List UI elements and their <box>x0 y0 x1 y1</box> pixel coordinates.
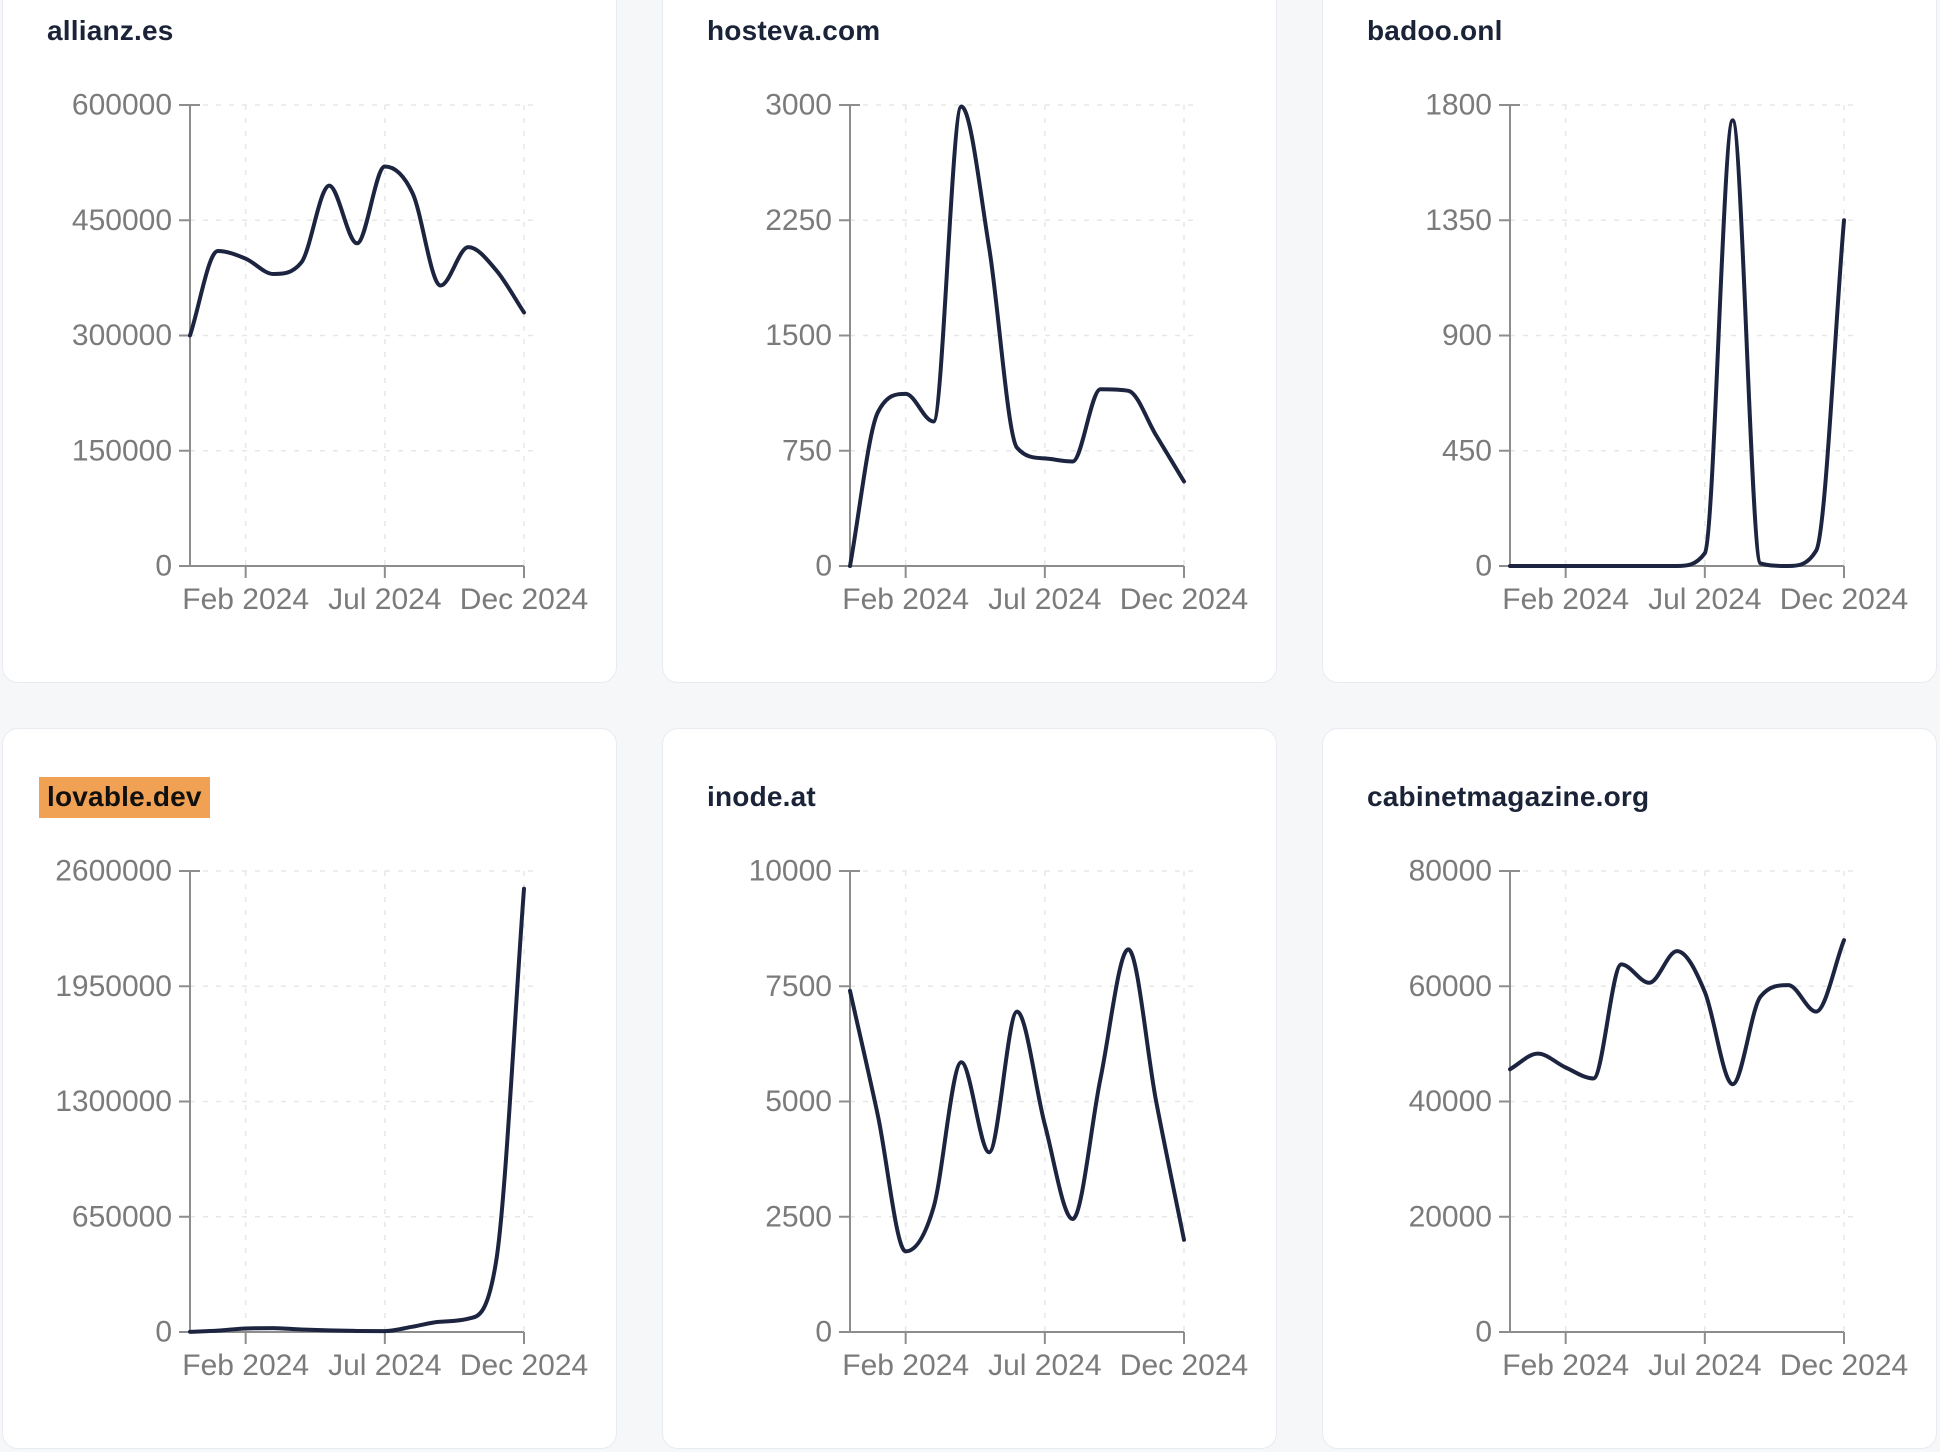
chart-title: allianz.es <box>47 15 174 47</box>
y-tick-label: 3000 <box>765 89 832 122</box>
trend-line <box>188 164 526 338</box>
y-tick-label: 1950000 <box>55 970 172 1003</box>
x-tick-label: Dec 2024 <box>1120 1349 1248 1382</box>
trend-line <box>848 104 1186 568</box>
y-tick-label: 0 <box>155 550 172 583</box>
x-tick-label: Jul 2024 <box>1648 1349 1761 1382</box>
gridlines <box>1510 104 1854 566</box>
y-tick-label: 0 <box>155 1316 172 1349</box>
chart-domain-label: inode.at <box>707 781 816 812</box>
chart-domain-label: allianz.es <box>47 15 174 46</box>
y-tick-label: 750 <box>782 434 832 467</box>
x-tick-label: Jul 2024 <box>988 1349 1101 1382</box>
y-tick-label: 80000 <box>1409 855 1492 888</box>
axes <box>839 104 1185 578</box>
y-tick-label: 600000 <box>72 89 172 122</box>
chart-card[interactable]: lovable.dev 0 650000 1300000 1950000 2600000… <box>2 728 617 1449</box>
line-chart: 0 150000 300000 450000 600000 Feb 2024 Jul 202… <box>72 89 588 617</box>
trend-line <box>1508 938 1846 1087</box>
chart-domain-label-highlighted: lovable.dev <box>39 777 210 818</box>
axes <box>839 870 1185 1344</box>
axes <box>1499 870 1845 1344</box>
chart-title: lovable.dev <box>39 777 210 818</box>
y-tick-label: 0 <box>1475 1316 1492 1349</box>
y-tick-label: 450 <box>1442 434 1492 467</box>
chart-title: badoo.onl <box>1367 15 1503 47</box>
x-tick-label: Jul 2024 <box>328 583 441 616</box>
y-tick-label: 5000 <box>765 1085 832 1118</box>
x-tick-label: Feb 2024 <box>1502 1349 1629 1382</box>
y-tick-label: 1300000 <box>55 1085 172 1118</box>
y-tick-label: 60000 <box>1409 970 1492 1003</box>
y-tick-label: 1800 <box>1425 89 1492 122</box>
y-tick-label: 2500 <box>765 1200 832 1233</box>
x-tick-label: Jul 2024 <box>988 583 1101 616</box>
y-tick-label: 900 <box>1442 319 1492 352</box>
line-chart: 0 20000 40000 60000 80000 Feb 2024 Jul 2024 Dec… <box>1409 855 1909 1383</box>
y-tick-label: 0 <box>815 550 832 583</box>
y-tick-label: 20000 <box>1409 1200 1492 1233</box>
chart-card[interactable]: badoo.onl 0 450 900 1350 1800 Feb 2024 Jul 202… <box>1322 0 1937 683</box>
axes <box>179 104 525 578</box>
line-chart: 0 750 1500 2250 3000 Feb 2024 Jul 2024 Dec 2024 <box>765 89 1248 617</box>
axes <box>179 870 525 1344</box>
trend-line <box>848 947 1186 1254</box>
x-tick-label: Dec 2024 <box>1780 583 1908 616</box>
chart-card[interactable]: hosteva.com 0 750 1500 2250 3000 Feb 2024 Jul … <box>662 0 1277 683</box>
gridlines <box>850 104 1194 566</box>
gridlines <box>1510 870 1854 1332</box>
x-tick-label: Feb 2024 <box>1502 583 1629 616</box>
trend-line <box>1508 118 1846 568</box>
x-tick-label: Jul 2024 <box>328 1349 441 1382</box>
x-tick-label: Feb 2024 <box>842 1349 969 1382</box>
trend-line <box>188 886 526 1334</box>
y-tick-label: 40000 <box>1409 1085 1492 1118</box>
y-tick-label: 2600000 <box>55 855 172 888</box>
y-tick-label: 650000 <box>72 1200 172 1233</box>
y-tick-label: 7500 <box>765 970 832 1003</box>
gridlines <box>190 104 534 566</box>
y-tick-label: 0 <box>1475 550 1492 583</box>
chart-card[interactable]: allianz.es 0 150000 300000 450000 600000 Feb … <box>2 0 617 683</box>
chart-domain-label: cabinetmagazine.org <box>1367 781 1650 812</box>
x-tick-label: Dec 2024 <box>460 583 588 616</box>
y-tick-label: 1500 <box>765 319 832 352</box>
axes <box>1499 104 1845 578</box>
gridlines <box>850 870 1194 1332</box>
y-tick-label: 300000 <box>72 319 172 352</box>
chart-card[interactable]: cabinetmagazine.org 0 20000 40000 60000 8000… <box>1322 728 1937 1449</box>
x-tick-label: Feb 2024 <box>182 1349 309 1382</box>
chart-title: inode.at <box>707 781 816 813</box>
line-chart: 0 450 900 1350 1800 Feb 2024 Jul 2024 Dec 2024 <box>1425 89 1908 617</box>
y-tick-label: 450000 <box>72 204 172 237</box>
x-tick-label: Dec 2024 <box>1780 1349 1908 1382</box>
chart-title: hosteva.com <box>707 15 880 47</box>
gridlines <box>190 870 534 1332</box>
line-chart: 0 2500 5000 7500 10000 Feb 2024 Jul 2024 Dec 20… <box>749 855 1249 1383</box>
chart-domain-label: badoo.onl <box>1367 15 1503 46</box>
x-tick-label: Dec 2024 <box>460 1349 588 1382</box>
line-chart: 0 650000 1300000 1950000 2600000 Feb 2024 Jul … <box>55 855 588 1383</box>
y-tick-label: 1350 <box>1425 204 1492 237</box>
chart-domain-label: hosteva.com <box>707 15 881 46</box>
y-tick-label: 0 <box>815 1316 832 1349</box>
x-tick-label: Feb 2024 <box>842 583 969 616</box>
x-tick-label: Dec 2024 <box>1120 583 1248 616</box>
chart-title: cabinetmagazine.org <box>1367 781 1649 813</box>
y-tick-label: 150000 <box>72 434 172 467</box>
chart-card[interactable]: inode.at 0 2500 5000 7500 10000 Feb 2024 Jul 2… <box>662 728 1277 1449</box>
x-tick-label: Feb 2024 <box>182 583 309 616</box>
x-tick-label: Jul 2024 <box>1648 583 1761 616</box>
y-tick-label: 2250 <box>765 204 832 237</box>
y-tick-label: 10000 <box>749 855 832 888</box>
